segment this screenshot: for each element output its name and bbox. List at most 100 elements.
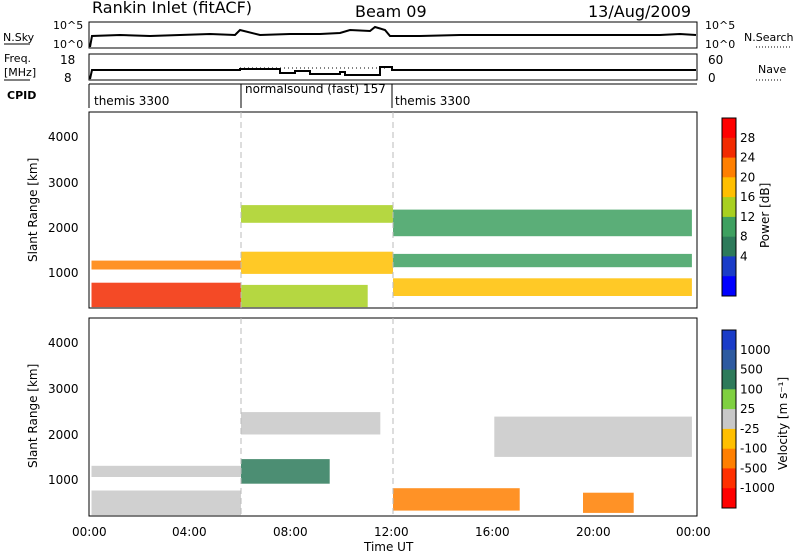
velocity-cbar-swatch-0 xyxy=(722,330,736,351)
velocity-cbar-tick-6: -500 xyxy=(740,461,767,475)
heatmap-region-3 xyxy=(241,412,381,435)
velocity-cbar-tick-4: -25 xyxy=(740,422,760,436)
velocity-ytick-2000: 2000 xyxy=(48,428,79,442)
heatmap-region-7 xyxy=(393,209,692,237)
power-heatmap xyxy=(91,205,692,308)
x-axis: 00:00 04:00 08:00 12:00 16:00 20:00 00:0… xyxy=(72,525,711,554)
freq-tick-bottom: 8 xyxy=(64,71,72,85)
heatmap-region-2 xyxy=(241,459,330,484)
power-cbar-swatch-2 xyxy=(722,157,736,178)
xtick-2: 08:00 xyxy=(273,525,308,539)
nsky-line xyxy=(89,25,697,48)
station-title: Rankin Inlet (fitACF) xyxy=(92,0,252,17)
cpid-segment-1: themis 3300 xyxy=(94,94,169,108)
heatmap-region-0 xyxy=(91,490,241,516)
heatmap-region-6 xyxy=(494,416,692,457)
heatmap-region-0 xyxy=(91,282,241,308)
power-cbar-frame xyxy=(721,117,737,297)
velocity-cbar-swatch-8 xyxy=(722,488,736,509)
power-ytick-3000: 3000 xyxy=(48,176,79,190)
xtick-5: 20:00 xyxy=(576,525,611,539)
heatmap-region-1 xyxy=(91,465,241,477)
velocity-cbar-swatch-4 xyxy=(722,409,736,430)
velocity-heatmap xyxy=(91,412,692,516)
xtick-6: 00:00 xyxy=(676,525,711,539)
velocity-cbar-swatch-1 xyxy=(722,349,736,371)
power-cbar-swatch-6 xyxy=(722,236,736,257)
heatmap-region-3 xyxy=(241,205,393,223)
cpid-label: CPID xyxy=(7,89,36,102)
power-cbar-tick-5: 8 xyxy=(740,230,748,244)
freq-label-2: [MHz] xyxy=(4,66,36,79)
nsky-tick-bottom: 10^0 xyxy=(53,38,83,51)
freq-line xyxy=(89,66,696,80)
power-ylabel: Slant Range [km] xyxy=(26,158,40,262)
velocity-cbar-tick-7: -1000 xyxy=(740,481,775,495)
velocity-ytick-1000: 1000 xyxy=(48,473,79,487)
nave-tick-bottom: 0 xyxy=(708,71,716,85)
xtick-1: 04:00 xyxy=(172,525,207,539)
nave-tick-top: 60 xyxy=(708,53,723,67)
cpid-segment-3: themis 3300 xyxy=(395,94,470,108)
velocity-cbar-swatch-3 xyxy=(722,389,736,410)
heatmap-region-5 xyxy=(583,492,634,513)
power-cbar-swatch-4 xyxy=(722,197,736,218)
heatmap-region-1 xyxy=(91,260,241,270)
power-cbar-swatch-0 xyxy=(722,118,736,139)
heatmap-region-4 xyxy=(393,488,520,511)
nsky-strip: N.Sky 10^5 10^0 10^5 10^0 N.Search xyxy=(3,19,794,51)
freq-label-1: Freq. xyxy=(4,52,31,65)
velocity-cbar-swatch-5 xyxy=(722,428,736,450)
velocity-cbar-tick-0: 1000 xyxy=(740,343,771,357)
velocity-cbar-tick-3: 25 xyxy=(740,402,755,416)
date-title: 13/Aug/2009 xyxy=(588,2,691,21)
freq-tick-top: 18 xyxy=(60,53,75,67)
power-colorbar: 28 24 20 16 12 8 4 xyxy=(721,117,755,297)
nsky-label: N.Sky xyxy=(3,31,35,44)
power-panel: Slant Range [km] 4000 3000 2000 1000 282… xyxy=(26,111,772,309)
xtick-4: 16:00 xyxy=(475,525,510,539)
power-cbar-swatch-5 xyxy=(722,216,736,238)
velocity-cbar-swatch-6 xyxy=(722,448,736,469)
power-cbar-swatch-8 xyxy=(722,276,736,297)
velocity-cbar-label: Velocity [m s⁻¹] xyxy=(776,377,790,470)
heatmap-region-4 xyxy=(241,251,393,274)
power-ytick-2000: 2000 xyxy=(48,221,79,235)
power-ytick-1000: 1000 xyxy=(48,266,79,280)
power-cbar-swatch-7 xyxy=(722,256,736,277)
cpid-segment-2: normalsound (fast) 157 xyxy=(245,82,386,96)
heatmap-region-6 xyxy=(393,253,692,268)
velocity-cbar-tick-2: 100 xyxy=(740,382,763,396)
xtick-0: 00:00 xyxy=(72,525,107,539)
power-cbar-tick-6: 4 xyxy=(740,249,748,263)
power-cbar-tick-4: 12 xyxy=(740,210,755,224)
velocity-panel: Slant Range [km] 4000 3000 2000 1000 100… xyxy=(26,317,790,517)
velocity-cbar-tick-5: -100 xyxy=(740,442,767,456)
velocity-ytick-3000: 3000 xyxy=(48,382,79,396)
velocity-cbar-swatch-7 xyxy=(722,468,736,489)
velocity-ytick-4000: 4000 xyxy=(48,336,79,350)
nsearch-label: N.Search xyxy=(744,31,794,44)
power-cbar-label: Power [dB] xyxy=(758,183,772,248)
nsky-right-tick-bottom: 10^0 xyxy=(705,38,735,51)
beam-title: Beam 09 xyxy=(355,2,427,21)
xtick-3: 12:00 xyxy=(374,525,409,539)
nave-label: Nave xyxy=(758,63,786,76)
power-cbar-tick-3: 16 xyxy=(740,190,755,204)
power-ytick-4000: 4000 xyxy=(48,130,79,144)
nsky-tick-top: 10^5 xyxy=(53,19,83,32)
power-cbar-tick-2: 20 xyxy=(740,170,755,184)
x-axis-label: Time UT xyxy=(363,540,414,554)
freq-strip: Freq. [MHz] 18 8 60 0 Nave xyxy=(4,52,786,85)
heatmap-region-2 xyxy=(241,284,368,308)
velocity-ylabel: Slant Range [km] xyxy=(26,364,40,468)
cpid-strip: CPID themis 3300 normalsound (fast) 157 … xyxy=(7,82,697,108)
velocity-cbar-swatch-2 xyxy=(722,369,736,390)
velocity-colorbar: 1000 500 100 25 -25 -100 -500 -1000 xyxy=(721,329,775,509)
heatmap-region-5 xyxy=(393,278,692,296)
power-cbar-swatch-1 xyxy=(722,137,736,159)
velocity-cbar-frame xyxy=(721,329,737,509)
power-cbar-swatch-3 xyxy=(722,177,736,198)
power-cbar-tick-1: 24 xyxy=(740,151,755,165)
